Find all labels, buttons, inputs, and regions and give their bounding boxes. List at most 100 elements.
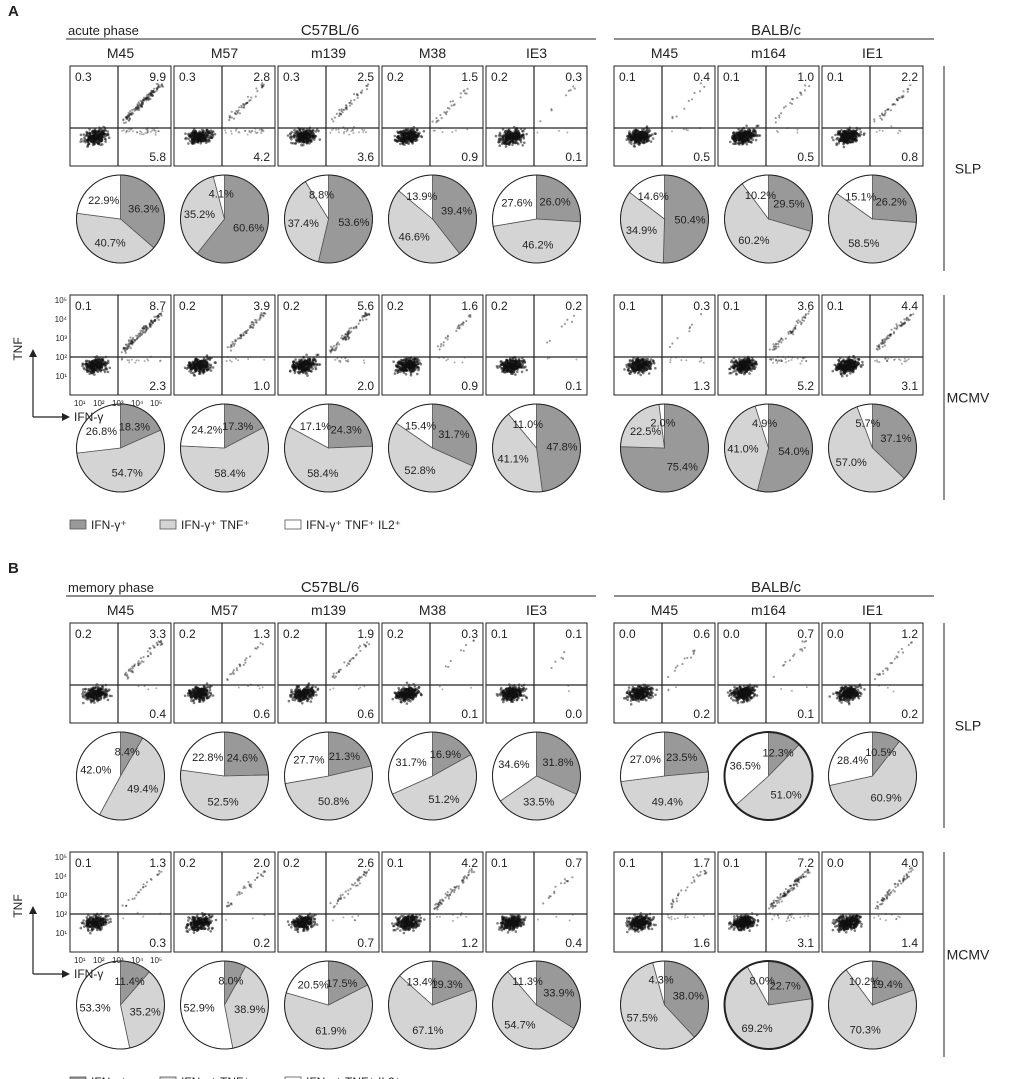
event-dot [520, 370, 524, 374]
event-dot [838, 132, 842, 136]
event-dot [898, 129, 901, 132]
event-dot [514, 141, 518, 145]
event-dot [439, 345, 442, 348]
event-dot [745, 124, 748, 128]
event-dot [123, 121, 126, 124]
event-dot [521, 144, 524, 147]
quadrant-value-ur: 3.9 [253, 299, 270, 313]
event-dot [206, 357, 209, 361]
event-dot [126, 114, 129, 117]
event-dot [751, 136, 754, 139]
event-dot [149, 92, 152, 95]
event-dot [129, 341, 132, 345]
event-dot [230, 110, 233, 113]
event-dot [90, 367, 93, 370]
event-dot [146, 131, 149, 134]
event-dot [150, 89, 153, 92]
event-dot [199, 138, 203, 141]
event-dot [451, 100, 455, 103]
event-dot [102, 368, 106, 372]
event-dot [843, 129, 846, 133]
event-dot [84, 140, 87, 144]
event-dot [508, 369, 512, 373]
pie-label: 4.1% [209, 189, 234, 201]
event-dot [803, 89, 807, 92]
event-dot [247, 358, 250, 360]
event-dot [184, 132, 187, 135]
event-dot [415, 358, 419, 361]
event-dot [311, 367, 315, 371]
event-dot [632, 144, 636, 148]
event-dot [146, 98, 149, 101]
event-dot [245, 331, 248, 335]
event-dot [431, 120, 434, 123]
event-dot [318, 138, 322, 141]
event-dot [338, 112, 341, 115]
event-dot [416, 128, 419, 132]
event-dot [744, 130, 747, 134]
epitope-header: IE3 [526, 45, 547, 61]
event-dot [144, 331, 147, 334]
event-dot [93, 140, 96, 143]
event-dot [355, 325, 358, 328]
event-dot [416, 372, 419, 376]
event-dot [144, 97, 147, 101]
event-dot [306, 140, 309, 144]
event-dot [400, 131, 404, 134]
event-dot [875, 130, 878, 133]
event-dot [151, 94, 155, 97]
event-dot [635, 129, 639, 132]
event-dot [671, 342, 674, 345]
event-dot [454, 129, 457, 132]
event-dot [412, 369, 415, 373]
event-dot [142, 133, 145, 136]
event-dot [103, 132, 107, 136]
event-dot [239, 334, 243, 337]
event-dot [134, 108, 138, 111]
event-dot [412, 130, 416, 133]
event-dot [229, 349, 233, 352]
event-dot [129, 110, 132, 113]
event-dot [150, 91, 153, 94]
event-dot [519, 136, 522, 139]
event-dot [260, 83, 263, 86]
event-dot [338, 108, 341, 111]
event-dot [897, 132, 900, 135]
event-dot [153, 128, 156, 131]
event-dot [403, 132, 406, 135]
event-dot [108, 366, 112, 370]
event-dot [896, 99, 899, 102]
event-dot [256, 90, 259, 93]
event-dot [161, 85, 164, 88]
event-dot [838, 130, 841, 133]
quadrant-value-ur: 0.2 [565, 299, 582, 313]
event-dot [623, 368, 626, 371]
phase-label: acute phase [68, 23, 139, 38]
event-dot [294, 142, 298, 145]
quadrant-value-ul: 0.2 [387, 70, 404, 84]
event-dot [507, 142, 511, 146]
event-dot [405, 364, 408, 368]
event-dot [86, 145, 89, 148]
event-dot [299, 363, 302, 366]
event-dot [365, 318, 368, 321]
event-dot [887, 108, 890, 111]
event-dot [412, 366, 416, 369]
event-dot [335, 346, 338, 349]
event-dot [514, 373, 517, 376]
event-dot [97, 137, 100, 141]
flow-plot: 0.2 3.91.0 [173, 294, 276, 396]
row-label: SLP [955, 161, 981, 177]
event-dot [506, 137, 509, 141]
event-dot [149, 94, 153, 97]
event-dot [335, 348, 338, 351]
event-dot [141, 98, 144, 102]
event-dot [504, 361, 508, 365]
event-dot [412, 137, 415, 141]
event-dot [407, 363, 411, 366]
pie-label: 26.0% [539, 197, 570, 209]
event-dot [844, 140, 848, 144]
event-dot [906, 88, 909, 91]
event-dot [138, 103, 142, 106]
event-dot [300, 143, 303, 147]
